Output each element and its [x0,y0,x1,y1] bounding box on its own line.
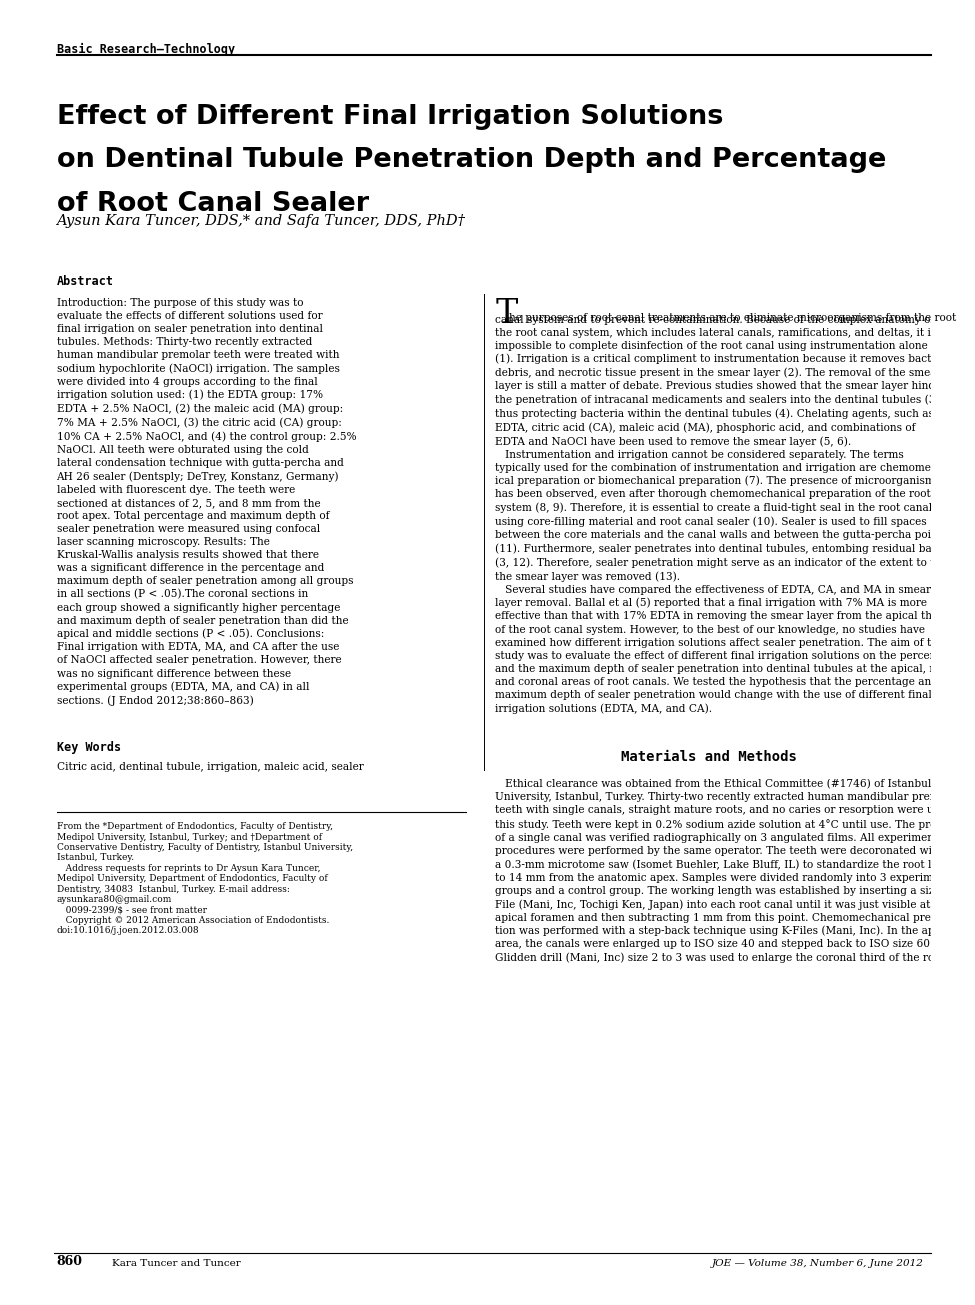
Text: Kara Tuncer and Tuncer: Kara Tuncer and Tuncer [112,1259,241,1268]
Text: Introduction: The purpose of this study was to
evaluate the effects of different: Introduction: The purpose of this study … [57,298,356,706]
Text: of Root Canal Sealer: of Root Canal Sealer [57,191,369,217]
Text: on Dentinal Tubule Penetration Depth and Percentage: on Dentinal Tubule Penetration Depth and… [57,147,886,174]
Text: 860: 860 [57,1255,83,1268]
Text: From the *Department of Endodontics, Faculty of Dentistry,
Medipol University, I: From the *Department of Endodontics, Fac… [57,822,353,936]
Text: Abstract: Abstract [57,275,113,288]
Text: Ethical clearance was obtained from the Ethical Committee (#1746) of Istanbul
Un: Ethical clearance was obtained from the … [495,779,975,963]
Text: Effect of Different Final Irrigation Solutions: Effect of Different Final Irrigation Sol… [57,104,722,130]
Text: he purposes of root canal treatments are to eliminate microorganisms from the ro: he purposes of root canal treatments are… [509,313,956,324]
Text: JOE — Volume 38, Number 6, June 2012: JOE — Volume 38, Number 6, June 2012 [712,1259,923,1268]
Text: T: T [495,298,518,330]
Text: canal system and to prevent re-contamination. Because of the complex anatomy of
: canal system and to prevent re-contamina… [495,315,973,714]
Text: Basic Research—Technology: Basic Research—Technology [57,43,235,56]
Text: Aysun Kara Tuncer, DDS,* and Safa Tuncer, DDS, PhD†: Aysun Kara Tuncer, DDS,* and Safa Tuncer… [57,214,465,228]
Text: Materials and Methods: Materials and Methods [621,750,797,765]
Text: Citric acid, dentinal tubule, irrigation, maleic acid, sealer: Citric acid, dentinal tubule, irrigation… [57,762,364,773]
Text: Key Words: Key Words [57,741,121,754]
